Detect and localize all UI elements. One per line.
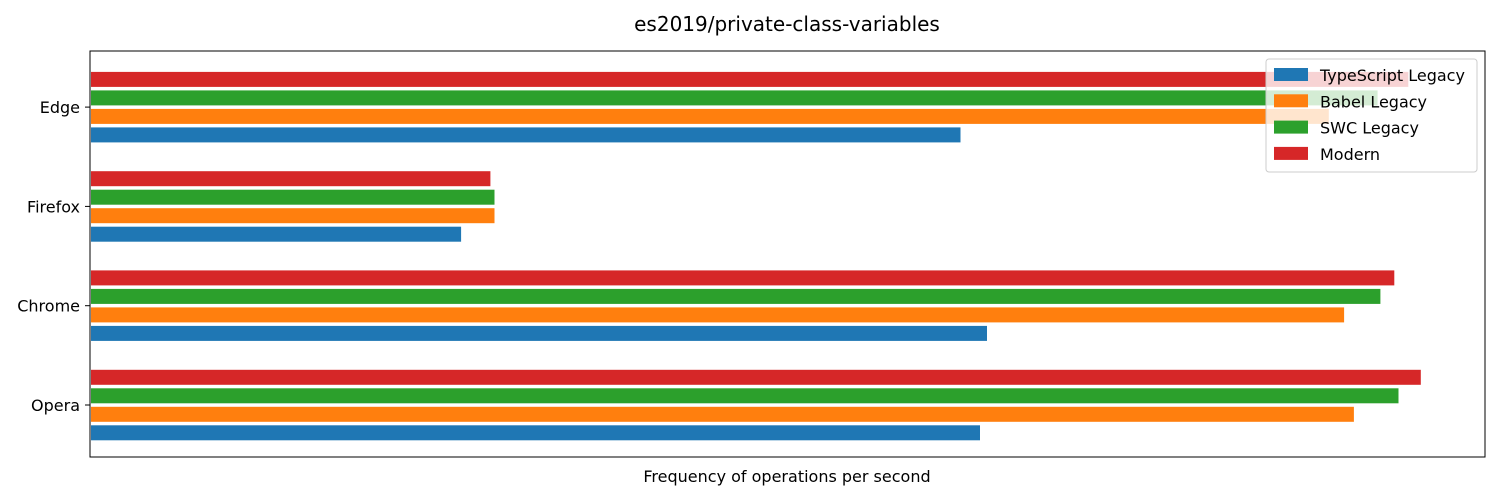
- legend-label-babel-legacy: Babel Legacy: [1320, 92, 1427, 111]
- bar-firefox-modern: [91, 171, 491, 187]
- legend-swatch-modern: [1274, 146, 1308, 160]
- bar-edge-modern: [91, 71, 1409, 87]
- legend-label-swc-legacy: SWC Legacy: [1320, 119, 1419, 138]
- y-tick-label-edge: Edge: [40, 98, 80, 117]
- x-axis-label: Frequency of operations per second: [643, 467, 930, 486]
- bar-firefox-typescript-legacy: [91, 226, 462, 242]
- chart-title: es2019/private-class-variables: [634, 12, 940, 36]
- bar-firefox-babel-legacy: [91, 208, 495, 224]
- bar-edge-typescript-legacy: [91, 127, 961, 143]
- bar-opera-modern: [91, 369, 1421, 385]
- y-tick-label-firefox: Firefox: [27, 197, 80, 216]
- legend-label-typescript-legacy: TypeScript Legacy: [1319, 66, 1465, 85]
- legend-swatch-swc-legacy: [1274, 120, 1308, 134]
- y-tick-label-chrome: Chrome: [17, 297, 80, 316]
- bar-firefox-swc-legacy: [91, 189, 495, 205]
- bar-edge-swc-legacy: [91, 90, 1378, 106]
- bar-chrome-modern: [91, 270, 1395, 286]
- legend: TypeScript Legacy Babel Legacy SWC Legacy M…: [1265, 58, 1478, 173]
- bar-opera-swc-legacy: [91, 388, 1399, 404]
- bar-opera-babel-legacy: [91, 406, 1354, 422]
- legend-swatch-typescript-legacy: [1274, 68, 1308, 81]
- y-axis-ticks: Opera Chrome Firefox Edge: [17, 98, 90, 415]
- bar-chrome-typescript-legacy: [91, 325, 987, 341]
- legend-box: [1265, 58, 1478, 173]
- bar-chrome-babel-legacy: [91, 307, 1345, 323]
- plot-frame: [89, 50, 1486, 458]
- bars-group: [91, 71, 1421, 441]
- legend-label-modern: Modern: [1320, 145, 1380, 164]
- legend-swatch-babel-legacy: [1274, 94, 1308, 108]
- y-tick-label-opera: Opera: [31, 396, 80, 415]
- bar-chrome-swc-legacy: [91, 288, 1381, 304]
- bar-edge-babel-legacy: [91, 108, 1329, 124]
- bar-opera-typescript-legacy: [91, 425, 980, 441]
